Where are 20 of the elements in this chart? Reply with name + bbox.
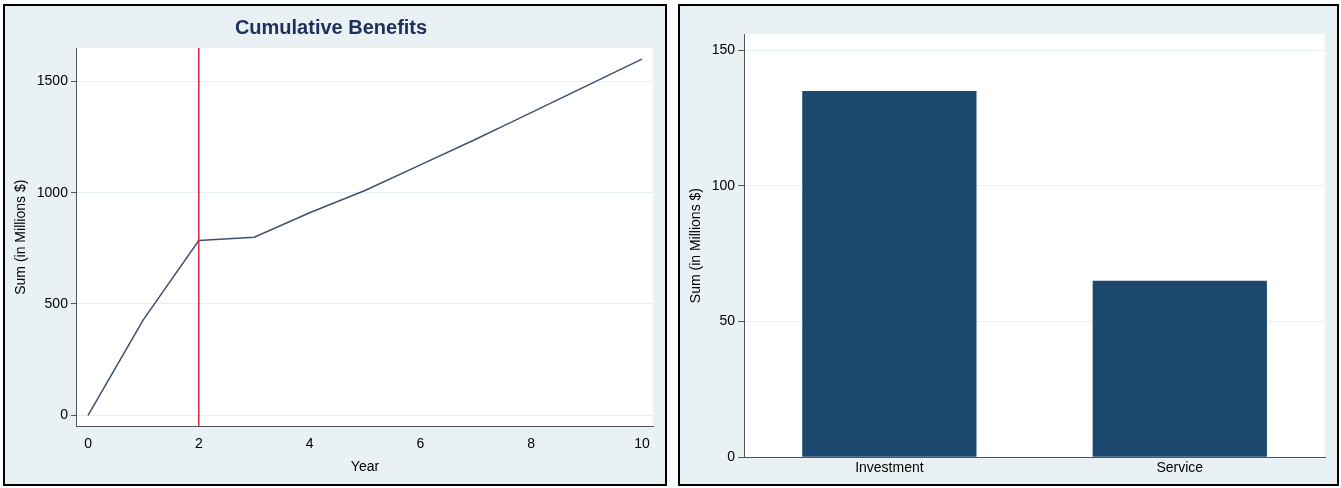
y-tick-label: 150 [711, 41, 736, 58]
x-tick-label: 2 [194, 434, 203, 451]
chart-title: Cumulative Benefits [234, 15, 428, 38]
x-tick-label: 0 [84, 434, 93, 451]
y-tick-label: 500 [44, 294, 69, 311]
x-tick-label: 8 [527, 434, 536, 451]
y-tick-label: 1500 [36, 72, 69, 89]
y-tick-label: 0 [727, 448, 736, 465]
x-tick-label: 10 [634, 434, 650, 451]
y-tick-label: 1000 [36, 183, 69, 200]
y-tick-label: 50 [719, 312, 736, 329]
y-tick-label: 0 [60, 406, 69, 423]
x-tick-label: Service [1156, 459, 1204, 476]
x-tick-label: 6 [416, 434, 425, 451]
y-axis-title: Sum (in Millions $) [12, 179, 29, 295]
x-axis-title: Year [350, 458, 380, 475]
x-tick-label: 4 [305, 434, 314, 451]
x-tick-label: Investment [855, 459, 924, 476]
y-tick-label: 100 [711, 176, 736, 193]
y-axis-title: Sum (in Millions $) [687, 188, 704, 304]
